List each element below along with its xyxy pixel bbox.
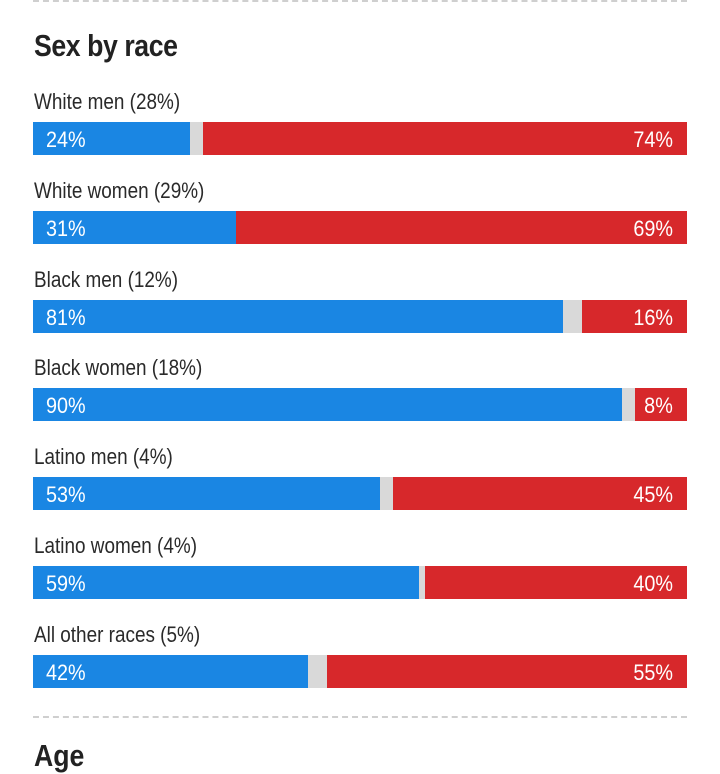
republican-bar-segment — [203, 122, 687, 155]
republican-value-label: 16% — [633, 304, 673, 330]
democrat-bar-segment — [33, 210, 236, 244]
section-title: Sex by race — [34, 28, 178, 63]
stacked-bar: 53% 45% — [33, 477, 687, 511]
chart-row: Latino women (4%) 59% 40% — [33, 533, 687, 611]
democrat-value-label: 24% — [46, 127, 86, 152]
republican-bar-segment — [393, 477, 687, 511]
democrat-bar-segment — [33, 299, 563, 333]
chart-row: Black men (12%) 81% 16% — [33, 267, 687, 345]
republican-bar-segment — [635, 388, 687, 422]
democrat-value-label: 59% — [46, 571, 86, 596]
democrat-value-label: 42% — [46, 659, 86, 685]
republican-value-label: 45% — [633, 482, 673, 508]
category-label: Latino women (4%) — [34, 533, 198, 558]
stacked-bar: 81% 16% — [33, 299, 687, 333]
chart-row: Latino men (4%) 53% 45% — [33, 444, 687, 522]
republican-bar-segment — [582, 299, 687, 333]
top-divider — [33, 0, 687, 2]
democrat-bar-segment — [33, 122, 190, 155]
stacked-bar: 24% 74% — [33, 122, 687, 155]
democrat-value-label: 53% — [46, 482, 86, 508]
next-section-title: Age — [34, 738, 85, 773]
democrat-bar-segment — [33, 566, 419, 599]
chart-row: All other races (5%) 42% 55% — [33, 622, 687, 700]
chart-row: White men (28%) 24% 74% — [33, 89, 687, 167]
democrat-value-label: 31% — [46, 215, 86, 241]
stacked-bar: 31% 69% — [33, 210, 687, 244]
republican-bar-segment — [327, 654, 687, 688]
category-label: Black women (18%) — [34, 355, 203, 381]
democrat-bar-segment — [33, 477, 380, 511]
republican-value-label: 69% — [633, 215, 673, 241]
category-label: Black men (12%) — [34, 266, 179, 292]
bottom-divider — [33, 716, 687, 718]
republican-value-label: 40% — [633, 571, 673, 596]
category-label: All other races (5%) — [34, 621, 201, 647]
category-label: White women (29%) — [34, 177, 205, 203]
republican-value-label: 8% — [644, 393, 673, 419]
stacked-bar: 42% 55% — [33, 654, 687, 688]
democrat-value-label: 81% — [46, 304, 86, 330]
democrat-value-label: 90% — [46, 393, 86, 419]
chart-row: Black women (18%) 90% 8% — [33, 355, 687, 433]
republican-bar-segment — [236, 210, 687, 244]
republican-bar-segment — [425, 566, 687, 599]
category-label: Latino men (4%) — [34, 444, 173, 470]
stacked-bar: 90% 8% — [33, 388, 687, 422]
stacked-bar: 59% 40% — [33, 566, 687, 599]
democrat-bar-segment — [33, 388, 622, 422]
republican-value-label: 74% — [633, 127, 673, 152]
category-label: White men (28%) — [34, 89, 181, 114]
democrat-bar-segment — [33, 654, 308, 688]
chart-row: White women (29%) 31% 69% — [33, 178, 687, 256]
republican-value-label: 55% — [633, 659, 673, 685]
